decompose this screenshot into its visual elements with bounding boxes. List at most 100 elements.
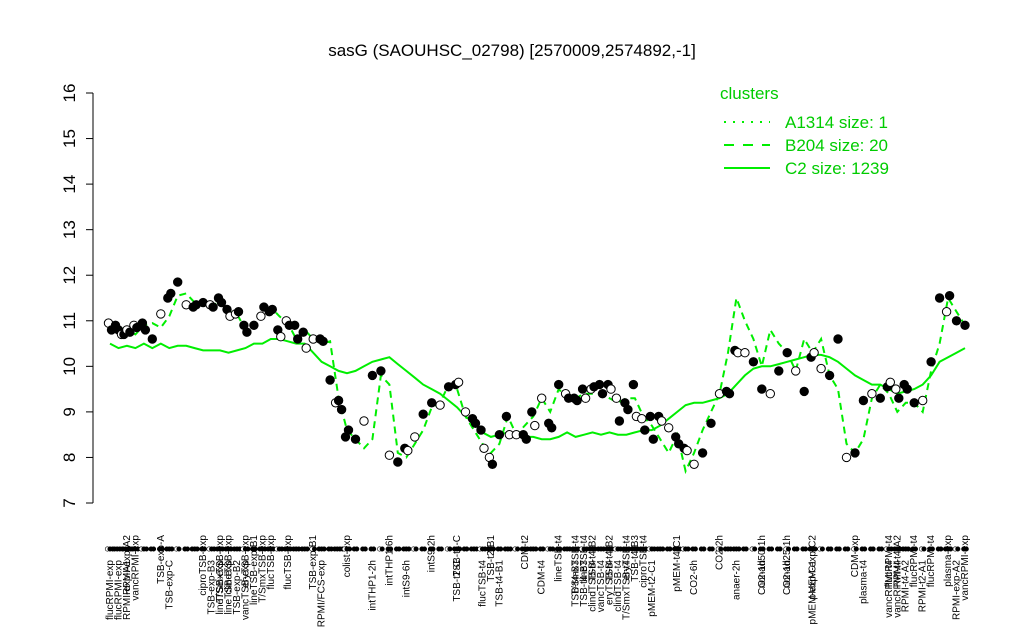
sample-marker: [938, 546, 944, 552]
bottom-sample-label: RPMI-exp-A2: [952, 560, 963, 620]
bottom-sample-label: RPMI-exp-A1: [122, 560, 133, 620]
sample-marker: [388, 546, 394, 552]
sample-marker: [490, 546, 496, 552]
bottom-sample-label: TSB-exp-B3: [207, 560, 218, 615]
bottom-sample-label: TSB-exp-C: [164, 560, 175, 609]
bottom-sample-label: intTHP1-2h: [367, 560, 378, 611]
sample-marker: [311, 546, 317, 552]
top-sample-label: nonad50-1h: [757, 535, 768, 588]
sample-marker: [845, 546, 851, 552]
data-point: [233, 307, 244, 317]
top-sample-label: TSB-exp-A: [156, 535, 167, 584]
bottom-sample-label: TSB-exp-B2: [232, 560, 243, 615]
sample-marker: [812, 546, 818, 552]
data-point: [926, 357, 936, 367]
sample-marker: [169, 546, 175, 552]
sample-marker: [709, 546, 715, 552]
data-point: [645, 411, 655, 422]
y-tick-label: 11: [60, 312, 79, 330]
bottom-sample-label: eryTSB-t4: [605, 560, 616, 605]
data-point: [850, 448, 860, 458]
top-sample-label: T/SmxTSB-exp: [215, 535, 226, 603]
data-point: [941, 307, 952, 317]
data-point: [487, 459, 498, 469]
sample-marker: [438, 546, 444, 552]
legend-label: A1314 size: 1: [785, 113, 888, 132]
sample-marker: [533, 546, 539, 552]
sample-marker: [185, 546, 191, 552]
data-point: [359, 416, 369, 426]
bottom-sample-label: CO2-6h: [689, 560, 700, 595]
data-point: [833, 334, 843, 344]
top-sample-label: RPMI-t4-A2: [892, 535, 903, 588]
data-point: [909, 398, 919, 408]
sample-marker: [752, 546, 758, 552]
sample-marker: [550, 546, 556, 552]
bottom-sample-label: T/SmxTSB-t4: [621, 560, 632, 620]
data-point: [858, 395, 869, 406]
data-point: [765, 389, 775, 399]
bottom-sample-label: intS9-6h: [401, 560, 412, 597]
data-point: [376, 366, 386, 376]
sample-marker: [802, 546, 808, 552]
y-tick-label: 14: [60, 175, 79, 194]
data-point: [580, 393, 591, 403]
data-point: [657, 416, 667, 426]
bottom-sample-label: clindTSB-t4: [613, 560, 624, 612]
data-point: [242, 327, 252, 337]
data-point: [934, 293, 945, 303]
data-point: [479, 443, 489, 453]
data-point: [336, 404, 347, 415]
sample-marker: [362, 546, 368, 552]
data-point: [216, 297, 227, 308]
data-point: [333, 395, 344, 406]
bottom-sample-label: RPMI/FCS-exp: [317, 560, 328, 628]
sample-marker: [777, 546, 783, 552]
sample-marker: [736, 546, 742, 552]
sample-marker: [507, 546, 513, 552]
sample-marker: [557, 546, 563, 552]
sample-marker: [430, 546, 436, 552]
data-point: [697, 448, 708, 458]
data-point: [816, 363, 826, 374]
sample-marker: [769, 546, 775, 552]
bottom-sample-label: CO2-1h: [782, 560, 793, 595]
sample-marker: [862, 546, 868, 552]
data-point: [664, 423, 674, 433]
data-point: [501, 411, 512, 422]
data-point: [293, 334, 303, 344]
data-point: [885, 377, 895, 387]
top-sample-label: flucRPMI-t4: [909, 535, 920, 588]
top-sample-label: eryTSB-exp: [240, 535, 251, 588]
sample-marker: [912, 546, 918, 552]
data-point: [427, 398, 437, 408]
data-point: [606, 384, 616, 394]
top-sample-label: flucRPMI-t4: [884, 535, 895, 588]
top-sample-label: CDM-exp: [850, 535, 861, 578]
bottom-sample-label: TSB-t4-B3: [579, 560, 590, 607]
series-layer: [109, 292, 966, 475]
sample-marker: [836, 546, 842, 552]
top-sample-label: TSB-t4-B3: [630, 535, 641, 582]
data-point: [301, 343, 311, 353]
data-point: [403, 445, 413, 456]
bottom-sample-label: TSB-t4-B1: [494, 560, 505, 607]
data-point: [902, 384, 912, 394]
top-sample-label: flucRPMI-t4: [926, 535, 937, 588]
data-point: [867, 389, 877, 399]
data-point: [530, 420, 540, 431]
data-point: [140, 325, 151, 335]
data-point: [637, 414, 647, 424]
bottom-sample-label: clindTSB-t4: [588, 560, 599, 612]
sample-marker: [347, 546, 353, 552]
data-point: [918, 395, 928, 406]
sample-marker: [464, 546, 470, 552]
data-point: [875, 393, 885, 403]
data-point: [572, 395, 582, 406]
bottom-sample-label: TSB-t2-C: [452, 560, 463, 602]
data-point: [774, 366, 784, 376]
bottom-sample-label: flucTSB-t4: [478, 560, 489, 607]
data-point: [476, 425, 486, 435]
